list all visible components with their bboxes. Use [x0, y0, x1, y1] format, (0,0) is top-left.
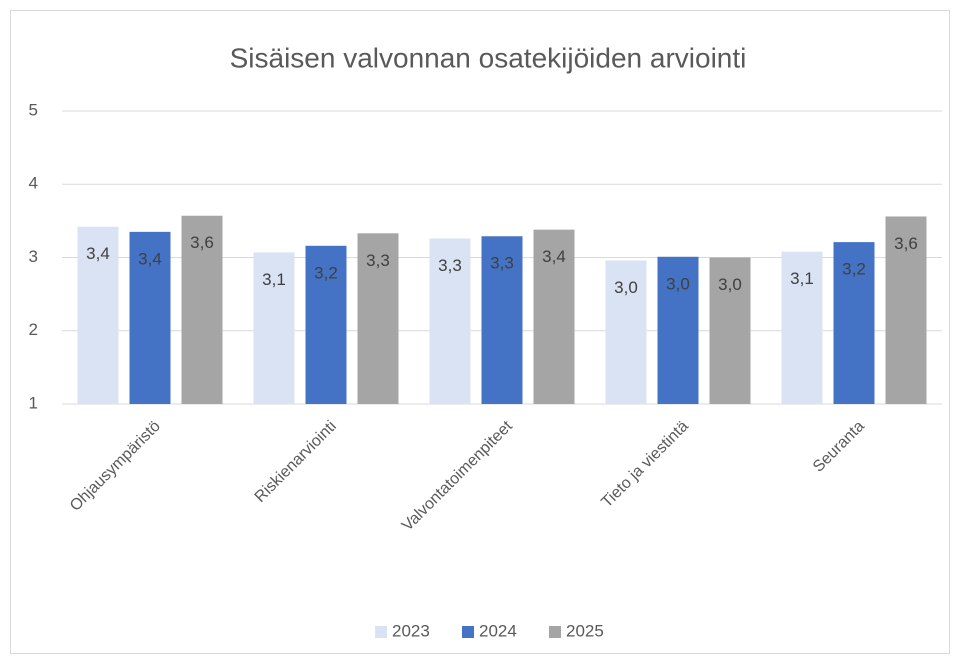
- legend-label: 2024: [479, 621, 517, 640]
- bar: [305, 245, 347, 404]
- bar: [533, 229, 575, 404]
- data-label: 3,1: [262, 270, 286, 289]
- legend-swatch: [549, 626, 561, 638]
- bar: [605, 260, 647, 404]
- bar: [253, 252, 295, 404]
- legend-label: 2025: [566, 621, 604, 640]
- data-label: 3,4: [86, 244, 110, 263]
- data-label: 3,6: [190, 233, 214, 252]
- data-label: 3,2: [842, 260, 866, 279]
- bar: [429, 238, 471, 404]
- bar: [357, 233, 399, 404]
- bar: [833, 242, 875, 404]
- data-label: 3,0: [614, 278, 638, 297]
- bar: [781, 251, 823, 404]
- bar: [709, 257, 751, 404]
- bar: [481, 236, 523, 404]
- bar: [657, 256, 699, 404]
- legend-swatch: [462, 626, 474, 638]
- data-label: 3,6: [894, 234, 918, 253]
- bar: [181, 215, 223, 404]
- bar: [77, 226, 119, 404]
- data-label: 3,3: [366, 251, 390, 270]
- data-label: 3,0: [666, 274, 690, 293]
- data-label: 3,4: [542, 247, 566, 266]
- data-label: 3,2: [314, 263, 338, 282]
- data-label: 3,3: [438, 256, 462, 275]
- y-tick-label: 3: [29, 247, 38, 266]
- data-label: 3,3: [490, 254, 514, 273]
- y-tick-label: 4: [29, 174, 38, 193]
- legend-label: 2023: [392, 621, 430, 640]
- data-label: 3,4: [138, 249, 162, 268]
- legend-swatch: [375, 626, 387, 638]
- y-tick-label: 5: [29, 100, 38, 119]
- chart-title: Sisäisen valvonnan osatekijöiden arvioin…: [230, 42, 747, 73]
- y-tick-label: 1: [29, 393, 38, 412]
- data-label: 3,0: [718, 275, 742, 294]
- data-label: 3,1: [790, 269, 814, 288]
- bar: [885, 216, 927, 404]
- y-tick-label: 2: [29, 320, 38, 339]
- bar: [129, 231, 171, 404]
